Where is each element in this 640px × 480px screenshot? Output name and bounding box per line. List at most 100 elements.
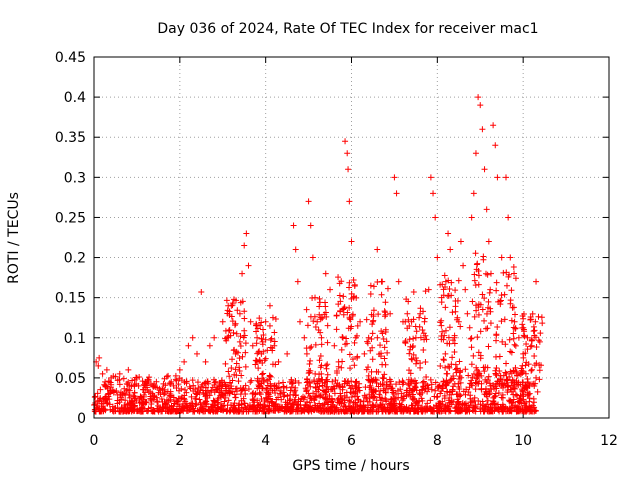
data-point [524, 346, 531, 353]
data-point [449, 354, 456, 361]
data-point [462, 286, 469, 293]
data-point [317, 299, 324, 306]
data-point [353, 379, 360, 386]
data-point [452, 366, 459, 373]
data-point [536, 376, 543, 383]
data-point [499, 391, 506, 398]
data-point [275, 358, 282, 365]
data-point [508, 349, 515, 356]
data-point [318, 370, 325, 377]
data-point [340, 293, 347, 300]
data-point [120, 375, 127, 382]
data-point [419, 327, 426, 334]
data-point [402, 339, 409, 346]
data-point [201, 400, 208, 407]
data-point [410, 396, 417, 403]
data-point [143, 399, 150, 406]
data-point [137, 399, 144, 406]
data-point [311, 378, 318, 385]
data-point [512, 391, 519, 398]
data-point [483, 391, 490, 398]
data-point [317, 353, 324, 360]
data-point [218, 377, 225, 384]
data-point [451, 349, 458, 356]
data-point [409, 344, 416, 351]
data-point [301, 334, 308, 341]
data-point [417, 305, 424, 312]
data-point [491, 385, 498, 392]
data-point [140, 392, 147, 399]
data-point [107, 384, 114, 391]
data-point [279, 404, 286, 411]
data-point [467, 335, 474, 342]
data-point [345, 402, 352, 409]
data-point [406, 389, 413, 396]
data-point [450, 337, 457, 344]
data-point [236, 408, 243, 415]
data-point [176, 366, 183, 373]
data-point [95, 362, 102, 369]
data-point [243, 406, 250, 413]
data-point [407, 393, 414, 400]
data-point [333, 408, 340, 415]
data-point [419, 379, 426, 386]
data-point [233, 297, 240, 304]
data-point [230, 329, 237, 336]
data-point [432, 387, 439, 394]
data-point [194, 379, 201, 386]
data-point [254, 358, 261, 365]
data-point [529, 381, 536, 388]
data-point [528, 337, 535, 344]
data-point [176, 387, 183, 394]
data-point [485, 343, 492, 350]
data-point [475, 267, 482, 274]
data-point [382, 407, 389, 414]
data-point [441, 408, 448, 415]
data-point [161, 389, 168, 396]
data-point [241, 315, 248, 322]
data-point [531, 407, 538, 414]
data-point [349, 312, 356, 319]
data-point [376, 351, 383, 358]
data-point [267, 395, 274, 402]
data-point [439, 328, 446, 335]
data-point [306, 399, 313, 406]
data-point [241, 400, 248, 407]
data-point [181, 386, 188, 393]
data-point [287, 392, 294, 399]
data-point [436, 400, 443, 407]
data-point [487, 320, 494, 327]
data-point [303, 345, 310, 352]
data-point [211, 334, 218, 341]
data-point [316, 303, 323, 310]
data-point [437, 390, 444, 397]
data-point [456, 404, 463, 411]
data-point [202, 358, 209, 365]
data-point [144, 379, 151, 386]
data-point [354, 354, 361, 361]
data-point [457, 379, 464, 386]
data-point [443, 388, 450, 395]
data-point [212, 378, 219, 385]
data-point [284, 407, 291, 414]
data-point [114, 397, 121, 404]
data-point [114, 405, 121, 412]
data-point [457, 405, 464, 412]
data-point [472, 379, 479, 386]
data-point [492, 390, 499, 397]
data-point [456, 391, 463, 398]
data-point [202, 384, 209, 391]
data-point [172, 376, 179, 383]
data-point [256, 401, 263, 408]
data-point [533, 278, 540, 285]
data-point [241, 308, 248, 315]
data-point [281, 392, 288, 399]
data-point [455, 380, 462, 387]
data-point [414, 406, 421, 413]
data-point [500, 269, 507, 276]
data-point [259, 375, 266, 382]
data-point [322, 270, 329, 277]
data-point [373, 377, 380, 384]
data-point [338, 364, 345, 371]
data-point [421, 405, 428, 412]
